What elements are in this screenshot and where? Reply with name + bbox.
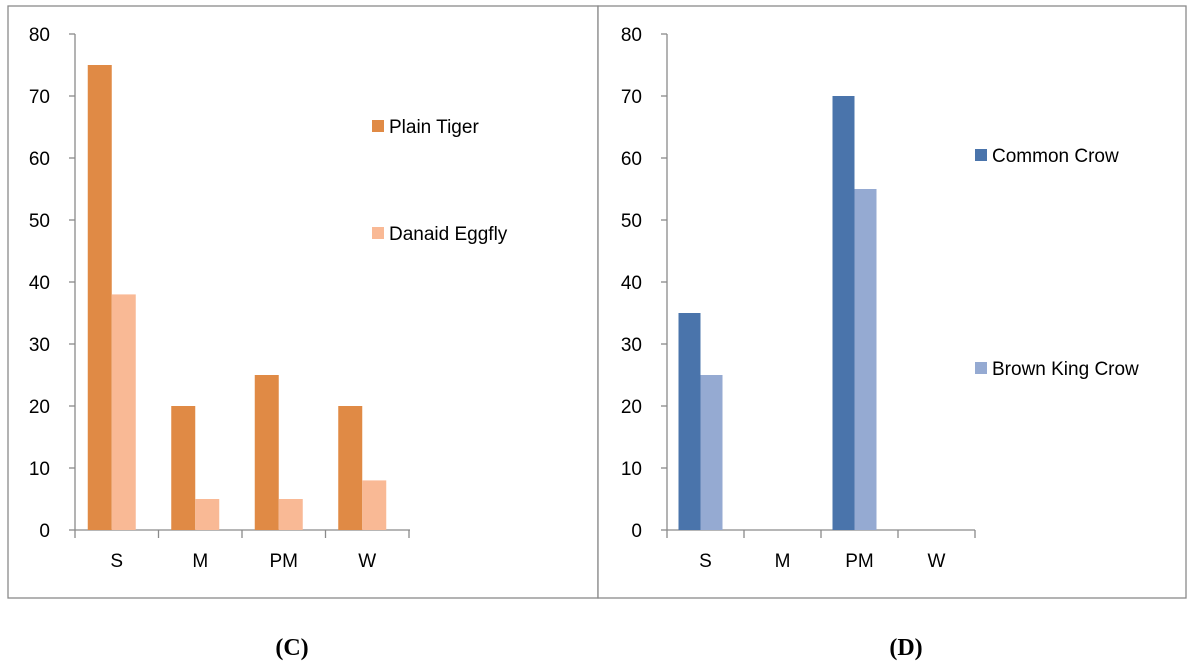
y-tick-label: 40 — [29, 273, 50, 294]
y-tick-label: 80 — [621, 25, 642, 46]
panel-c-plot: 0 10 20 30 40 50 60 70 80 S M PM W Plain Tiger Danaid … — [29, 25, 508, 572]
panel-d-caption: (D) — [889, 635, 922, 661]
y-tick-label: 0 — [631, 521, 642, 542]
x-tick-label: M — [775, 551, 791, 572]
bar-danaid-eggfly — [195, 499, 220, 530]
y-tick-label: 50 — [29, 211, 50, 232]
panel-c-caption: (C) — [275, 635, 308, 661]
y-tick-label: 20 — [29, 397, 50, 418]
bar-plain-tiger — [338, 406, 363, 530]
bar-common-crow — [678, 313, 701, 530]
y-tick-label: 80 — [29, 25, 50, 46]
bar-danaid-eggfly — [362, 480, 387, 530]
legend-label: Common Crow — [992, 146, 1119, 167]
x-tick-label: W — [358, 551, 376, 572]
x-tick-label: PM — [270, 551, 299, 572]
legend-label: Brown King Crow — [992, 359, 1139, 380]
y-tick-label: 10 — [29, 459, 50, 480]
y-tick-label: 70 — [621, 87, 642, 108]
legend-swatch — [372, 120, 384, 132]
x-tick-label: W — [928, 551, 946, 572]
y-tick-label: 60 — [29, 149, 50, 170]
y-tick-label: 40 — [621, 273, 642, 294]
y-tick-label: 70 — [29, 87, 50, 108]
bar-brown-king-crow — [854, 189, 877, 530]
bar-brown-king-crow — [700, 375, 723, 530]
legend-swatch — [975, 362, 987, 374]
y-tick-label: 50 — [621, 211, 642, 232]
legend-label: Danaid Eggfly — [389, 224, 508, 245]
x-tick-label: S — [699, 551, 712, 572]
bar-plain-tiger — [87, 65, 112, 530]
panel-d-plot: 0 10 20 30 40 50 60 70 80 S M PM W Common Crow Brown K… — [621, 25, 1139, 572]
y-tick-label: 60 — [621, 149, 642, 170]
legend-swatch — [975, 149, 987, 161]
y-tick-label: 30 — [621, 335, 642, 356]
x-tick-label: PM — [845, 551, 874, 572]
bar-danaid-eggfly — [111, 294, 136, 530]
bar-plain-tiger — [254, 375, 279, 530]
y-tick-label: 0 — [39, 521, 50, 542]
panel-c: 0 10 20 30 40 50 60 70 80 S M PM W Plain Tiger Danaid … — [7, 5, 599, 661]
bar-plain-tiger — [171, 406, 196, 530]
legend-label: Plain Tiger — [389, 117, 479, 138]
y-tick-label: 30 — [29, 335, 50, 356]
y-tick-label: 20 — [621, 397, 642, 418]
x-tick-label: M — [192, 551, 208, 572]
legend-swatch — [372, 227, 384, 239]
panel-d: 0 10 20 30 40 50 60 70 80 S M PM W Common Crow Brown K… — [597, 5, 1187, 661]
y-tick-label: 10 — [621, 459, 642, 480]
bar-common-crow — [832, 96, 855, 530]
x-tick-label: S — [110, 551, 123, 572]
bar-danaid-eggfly — [278, 499, 303, 530]
